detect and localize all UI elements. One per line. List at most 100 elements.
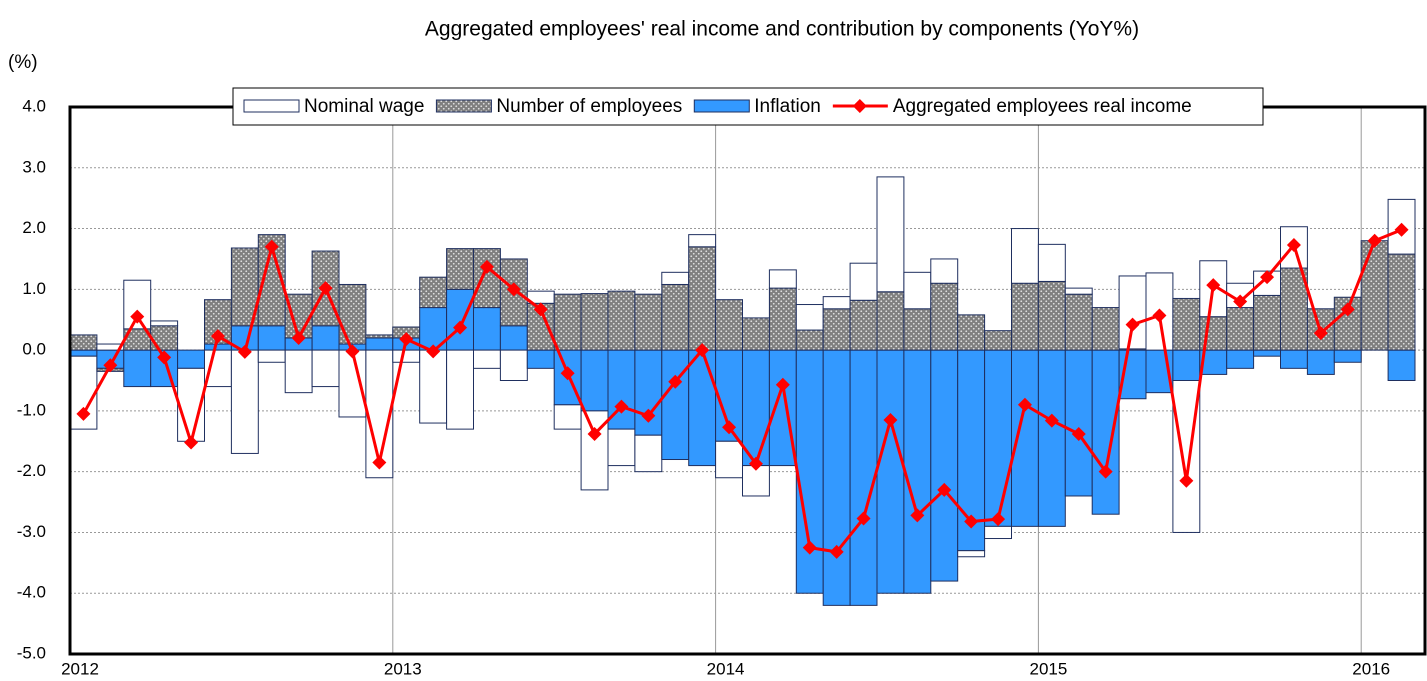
bar-segment [984,525,1012,540]
bar-segment [768,287,797,351]
bar-segment [1091,307,1120,351]
bar-segment [446,288,475,351]
bar-segment [1387,349,1416,382]
bar-segment [553,293,582,351]
legend-swatch [693,99,750,113]
line-marker [210,329,225,344]
line-marker [1179,473,1194,488]
y-tick-label: -4.0 [17,583,46,602]
line-marker [453,320,468,335]
x-tick-label: 2015 [1029,659,1067,678]
y-axis-label: (%) [8,52,38,73]
bar-segment [150,320,179,327]
legend: Nominal wage Number of employees Inflation… [232,87,1264,126]
bar-segment [365,337,394,351]
x-tick-label: 2016 [1352,659,1390,678]
legend-swatch [243,99,300,113]
line-marker [1286,237,1301,252]
bar-segment [634,293,663,351]
legend-label: Number of employees [496,96,682,117]
bar-segment [822,308,851,351]
bar-segment [419,276,448,309]
bar-segment [338,349,367,418]
line-marker [1340,302,1355,317]
line-marker [1152,308,1167,323]
bar-segment [69,349,98,357]
bar-segment [1064,287,1093,295]
bar-segment [876,291,905,351]
line-marker [345,344,360,359]
line-marker [399,332,414,347]
bar-segment [930,258,959,284]
line-marker [1367,233,1382,248]
line-marker [802,540,817,555]
line-marker [1206,278,1221,293]
line-marker [1260,270,1275,285]
line-marker [1125,317,1140,332]
bar-segment [553,404,582,430]
line-marker [560,366,575,381]
bar-segment [1280,267,1308,351]
bar-segment [903,349,932,594]
bar-segment [1253,349,1281,357]
bar-segment [1226,307,1255,351]
bar-segment [419,349,448,424]
line-marker [426,344,441,359]
legend-label: Inflation [754,96,821,117]
bar-segment [1037,349,1066,527]
bar-segment [795,329,824,351]
bar-segment [1118,275,1147,350]
line-marker [883,413,898,428]
bar-segment [661,283,690,351]
bar-segment [688,234,717,248]
line-marker [829,544,844,559]
bar-segment [69,334,98,351]
bar-segment [742,349,770,467]
bar-segment [1172,297,1201,351]
bar-segment [1360,240,1389,351]
x-tick-label: 2014 [707,659,745,678]
y-tick-label: -1.0 [17,400,46,419]
bar-segment [1011,228,1039,284]
bar-segment [392,349,421,363]
bar-segment [473,248,501,309]
bar-segment [1280,349,1308,369]
bar-segment [1011,282,1039,351]
bar-segment [1253,294,1281,351]
line-marker [1071,426,1086,441]
y-tick-label: 1.0 [22,279,46,298]
y-tick-label: 2.0 [22,218,46,237]
bar-segment [1091,349,1120,515]
bar-segment [822,349,851,606]
bar-segment [338,283,367,345]
bar-segment [473,307,501,351]
chart-title: Aggregated employees' real income and co… [425,18,1139,41]
line-marker [856,511,871,526]
bar-segment [903,271,932,310]
line-marker [237,344,252,359]
line-marker [479,259,494,274]
line-marker [641,408,656,423]
bar-segment [230,349,259,454]
x-tick-label: 2013 [384,659,422,678]
legend-swatch [435,99,492,113]
bar-segment [1011,349,1039,527]
bar-segment [903,308,932,351]
bar-segment [204,343,232,351]
bar-segment [661,349,690,461]
bar-segment [526,349,555,369]
line-marker [1233,294,1248,309]
bar-segment [984,330,1012,351]
bar-segment [1387,253,1416,351]
bar-segment [715,299,743,351]
bar-segment [688,349,717,467]
bar-segment [634,434,663,473]
bar-segment [930,282,959,351]
bar-segment [742,317,770,351]
bar-segment [607,428,636,467]
bar-segment [177,349,206,369]
bar-segment [499,349,528,382]
bar-segment [1118,349,1147,400]
bar-segment [580,349,609,412]
